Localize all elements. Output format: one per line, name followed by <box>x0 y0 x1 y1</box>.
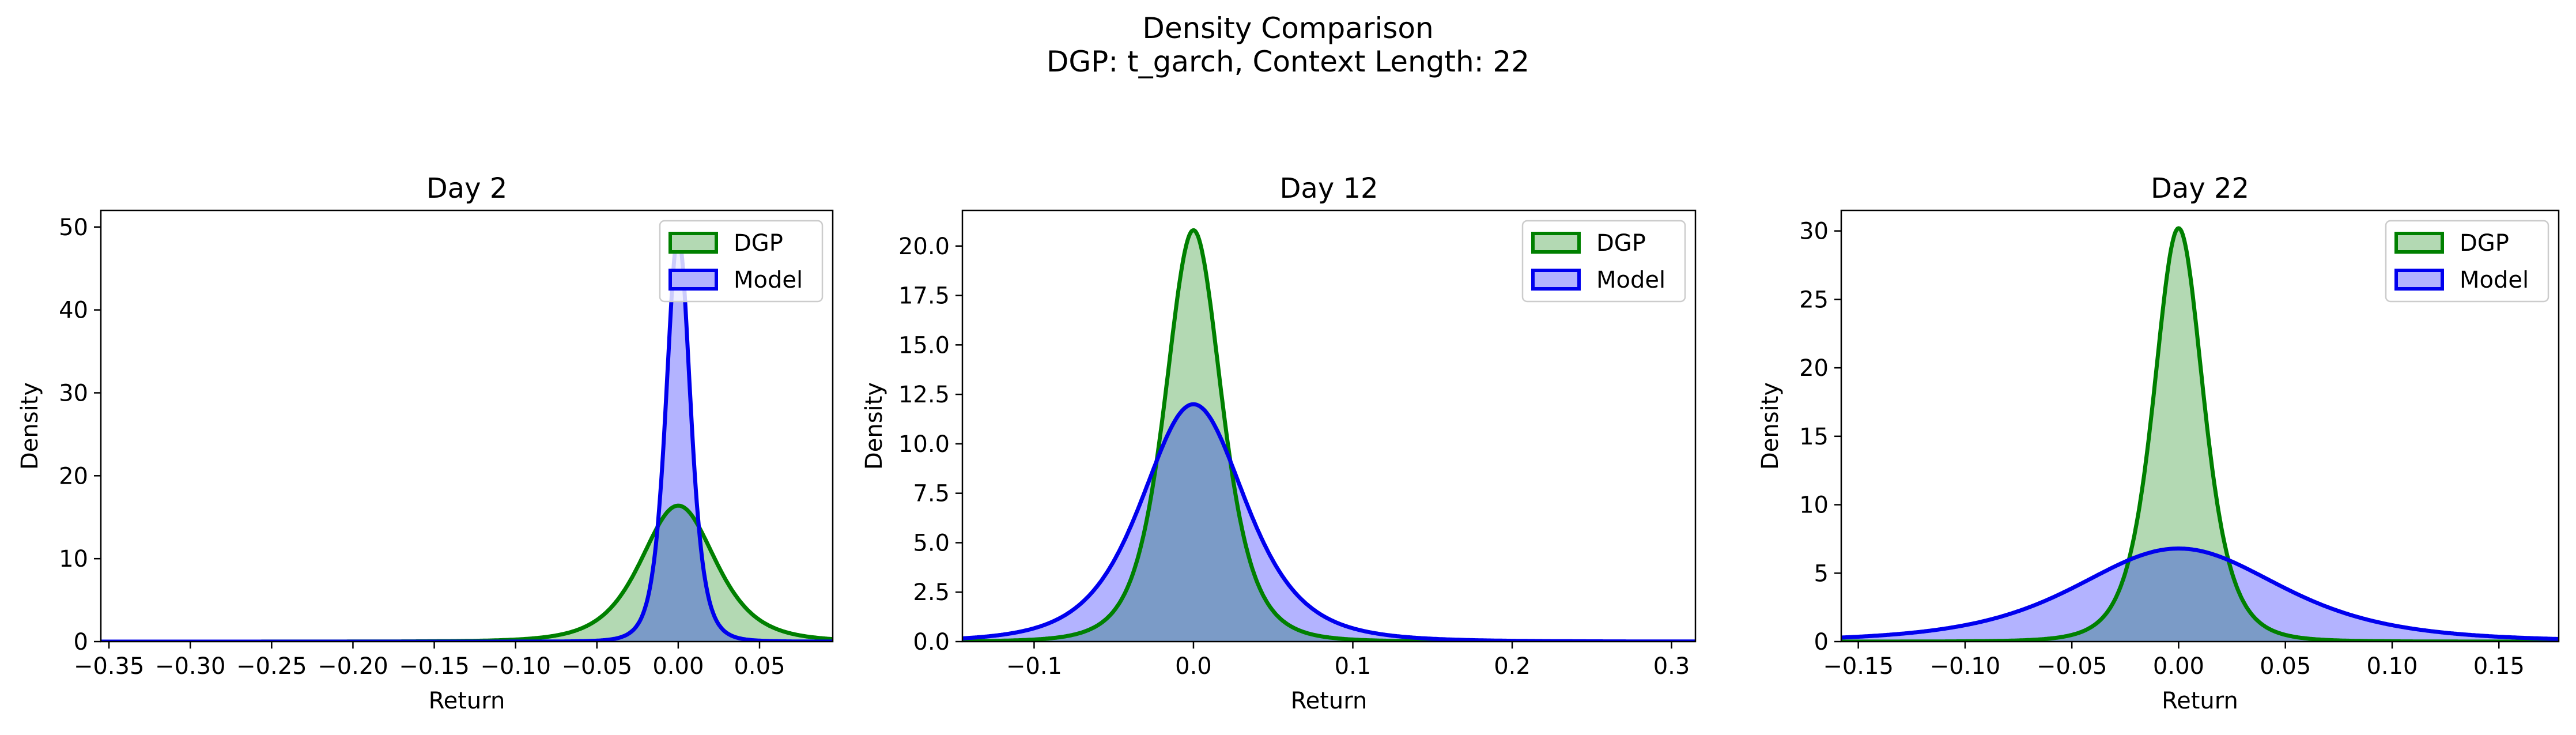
y-tick-label: 25 <box>1799 287 1829 313</box>
axes-frame <box>1840 209 2560 643</box>
legend-label-model: Model <box>1596 267 1665 293</box>
panels: Day 2−0.35 −0.30 −0.25 −0.20 −0.15 −0.10 −0.05… <box>17 172 2560 714</box>
legend-swatch-dgp <box>2394 232 2444 254</box>
x-tick-label: 0.05 <box>2260 653 2311 680</box>
legend-label-dgp: DGP <box>1596 230 1646 257</box>
y-tick-label: 10 <box>59 546 88 572</box>
y-tick-label: 2.5 <box>913 579 950 606</box>
area-model <box>101 235 833 642</box>
area-overlap <box>101 506 833 642</box>
x-tick-label: −0.15 <box>1823 653 1894 680</box>
y-tick-label: 0 <box>74 629 88 655</box>
line-model <box>1841 546 2559 641</box>
figure-title-line1: Density Comparison <box>1142 12 1433 45</box>
x-tick-label: −0.05 <box>561 653 632 680</box>
legend-label-dgp: DGP <box>2460 230 2509 257</box>
y-tick-label: 30 <box>59 380 88 406</box>
y-tick-label: 50 <box>59 214 88 241</box>
y-tick-label: 15 <box>1799 424 1829 450</box>
legend-swatch-dgp <box>668 232 718 254</box>
legend: DGP Model <box>2385 220 2549 303</box>
area-overlap <box>962 404 1695 642</box>
x-tick-label: 0.2 <box>1494 653 1531 680</box>
legend-swatch-dgp <box>1531 232 1581 254</box>
panel-title: Day 2 <box>426 172 508 205</box>
y-axis-label: Density <box>1757 382 1784 470</box>
legend-swatch-model <box>2394 269 2444 291</box>
x-tick-label: −0.25 <box>236 653 307 680</box>
line-model <box>962 402 1695 642</box>
panel-1: Day 2 −0.35 −0.30 −0.25 −0.20 −0.15 −0.10 −0.05… <box>17 172 834 714</box>
y-tick-label: 20.0 <box>898 233 950 260</box>
y-axis-label: Density <box>861 382 887 470</box>
panel-title: Day 22 <box>2151 172 2249 205</box>
panel-title: Day 12 <box>1279 172 1378 205</box>
x-tick-label: 0.00 <box>2153 653 2204 680</box>
axes-frame <box>100 209 834 643</box>
area-model <box>962 404 1695 642</box>
x-tick-label: 0.1 <box>1335 653 1372 680</box>
y-tick-label: 12.5 <box>898 382 950 408</box>
x-axis-label: Return <box>1291 688 1368 714</box>
x-tick-label: −0.35 <box>74 653 145 680</box>
legend-swatch-model <box>668 269 718 291</box>
x-tick-label: −0.15 <box>399 653 470 680</box>
figure-title-line2: DGP: t_garch, Context Length: 22 <box>1047 45 1529 78</box>
x-tick-label: −0.1 <box>1006 653 1062 680</box>
y-tick-label: 17.5 <box>898 283 950 310</box>
x-tick-label: −0.10 <box>1930 653 2001 680</box>
x-tick-label: 0.0 <box>1175 653 1212 680</box>
panel-2: Day 12 −0.1 0.0 0.1 0.2 0.3 0.0 2.5 5.0 7.5 10.0 12… <box>861 172 1697 714</box>
y-tick-label: 20 <box>59 463 88 489</box>
x-tick-label: −0.05 <box>2037 653 2107 680</box>
legend-label-model: Model <box>2460 267 2529 293</box>
x-tick-label: 0.10 <box>2366 653 2418 680</box>
legend: DGP Model <box>659 220 824 303</box>
x-tick-label: 0.15 <box>2473 653 2525 680</box>
y-tick-label: 0 <box>1814 629 1829 655</box>
legend-label-dgp: DGP <box>734 230 783 257</box>
x-tick-label: −0.10 <box>480 653 551 680</box>
legend: DGP Model <box>1521 220 1686 303</box>
y-tick-label: 10.0 <box>898 431 950 458</box>
panel-3: Day 22 −0.15 −0.10 −0.05 0.00 0.05 0.10 0.15 0 5 1… <box>1757 172 2560 714</box>
y-tick-label: 15.0 <box>898 332 950 359</box>
y-tick-label: 30 <box>1799 218 1829 245</box>
y-tick-label: 10 <box>1799 492 1829 519</box>
x-tick-label: 0.00 <box>652 653 704 680</box>
x-tick-label: 0.05 <box>734 653 785 680</box>
legend-swatch-model <box>1531 269 1581 291</box>
x-axis-label: Return <box>2162 688 2238 714</box>
y-tick-label: 5 <box>1814 560 1829 587</box>
y-tick-label: 40 <box>59 297 88 324</box>
legend-label-model: Model <box>734 267 803 293</box>
y-tick-label: 5.0 <box>913 530 950 556</box>
area-dgp <box>1841 228 2559 642</box>
x-axis-label: Return <box>429 688 505 714</box>
y-tick-label: 7.5 <box>913 481 950 507</box>
x-tick-label: −0.20 <box>318 653 388 680</box>
axes-frame <box>961 209 1697 643</box>
area-overlap <box>1841 548 2559 642</box>
x-tick-label: 0.3 <box>1653 653 1690 680</box>
y-tick-label: 20 <box>1799 355 1829 382</box>
y-tick-label: 0.0 <box>913 629 950 655</box>
line-model <box>101 233 833 642</box>
y-axis-label: Density <box>17 382 43 470</box>
x-tick-label: −0.30 <box>155 653 226 680</box>
